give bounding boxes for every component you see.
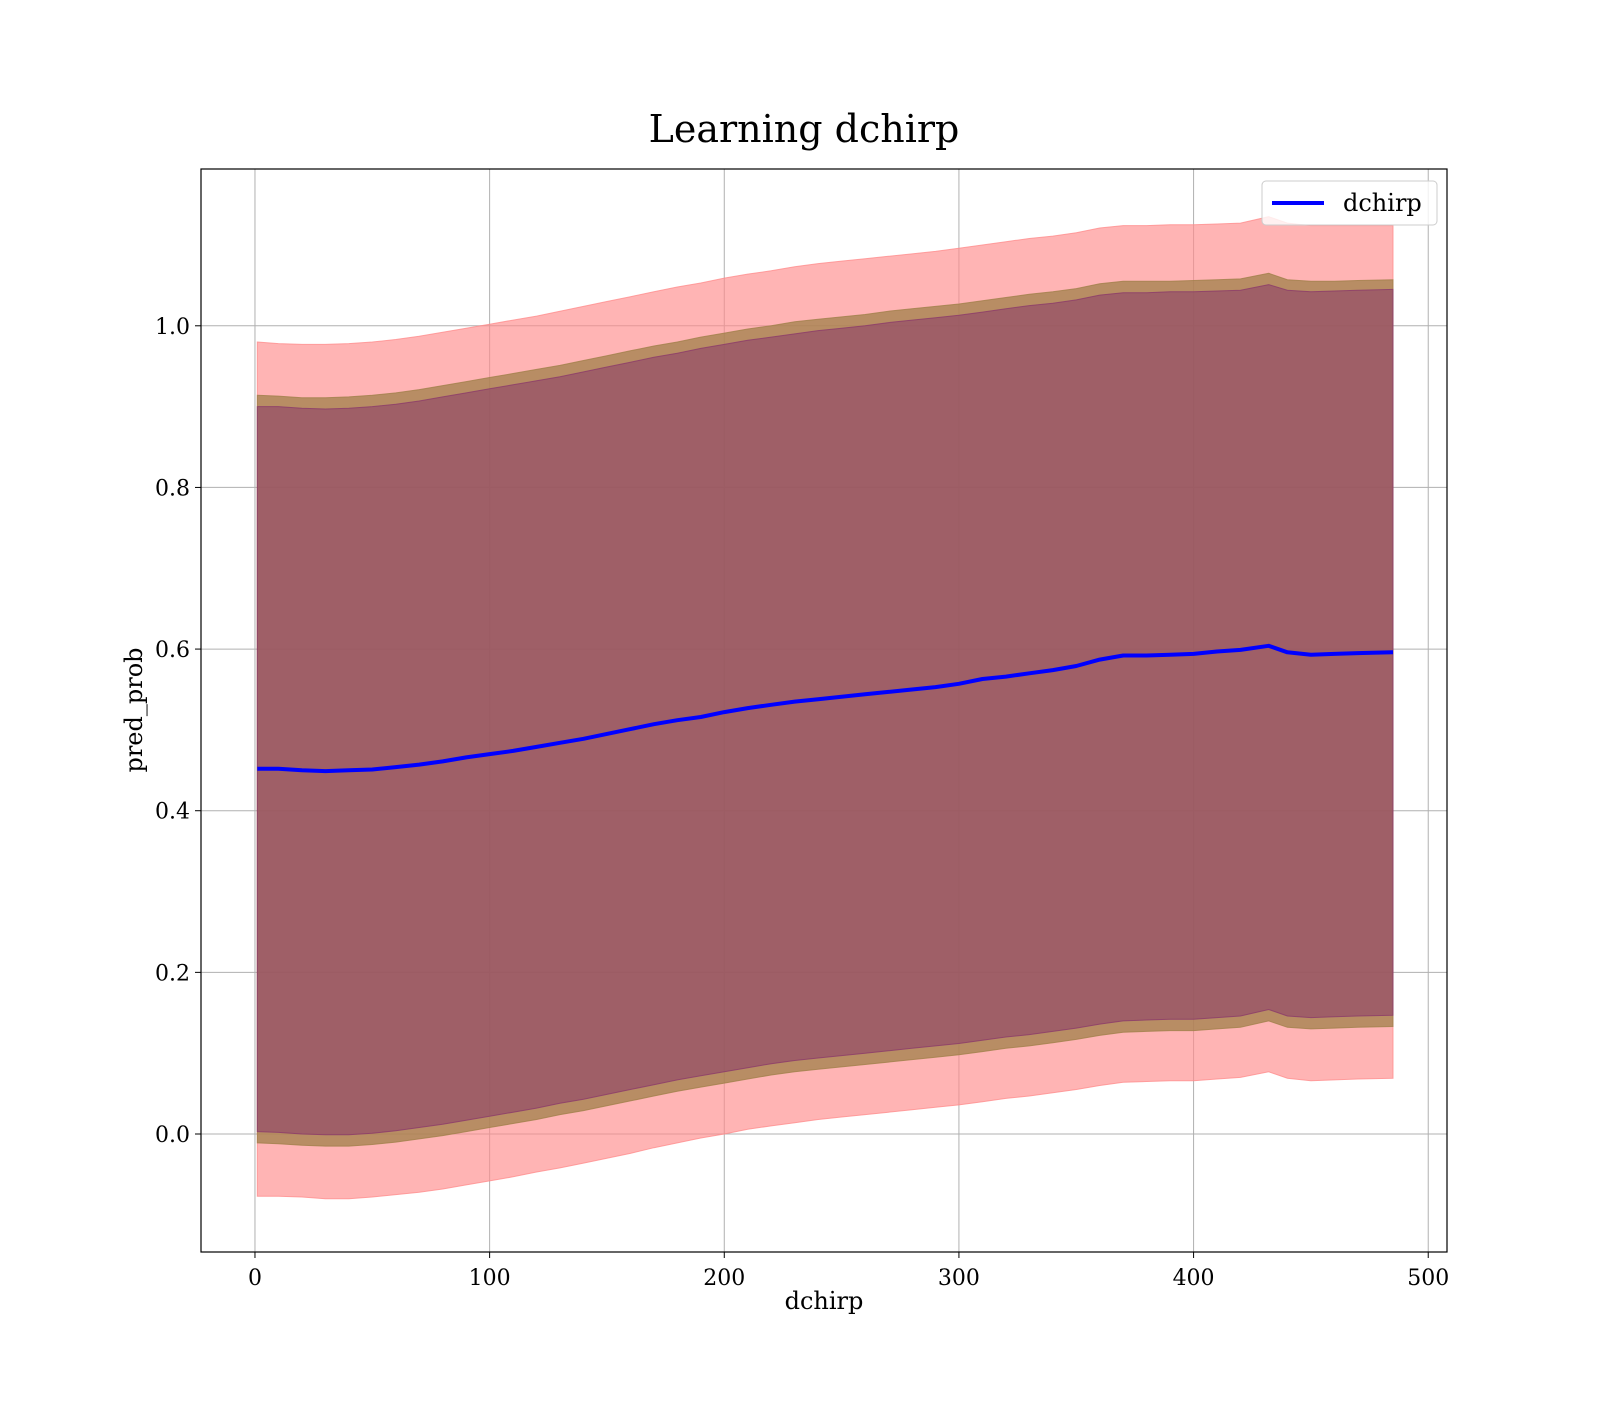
y-tick-label: 0.6	[155, 638, 190, 663]
legend-label: dchirp	[1343, 189, 1422, 217]
y-tick-label: 0.0	[155, 1123, 190, 1148]
x-tick-label: 0	[248, 1266, 262, 1291]
y-tick-label: 1.0	[155, 315, 190, 340]
legend: dchirp	[1261, 180, 1438, 226]
y-tick-label: 0.8	[155, 476, 190, 501]
x-tick-label: 400	[1173, 1266, 1215, 1291]
x-axis-label: dchirp	[785, 1287, 864, 1315]
x-tick-label: 200	[703, 1266, 745, 1291]
x-tick-label: 300	[938, 1266, 980, 1291]
axis-ticks: 0 100 200 300 400 500 0.0 0.2 0.4 0.6 0.8 1.0	[155, 315, 1449, 1291]
x-tick-label: 100	[469, 1266, 511, 1291]
plot-frame	[200, 168, 1448, 1253]
y-tick-label: 0.2	[155, 961, 190, 986]
x-tick-label: 500	[1407, 1266, 1449, 1291]
legend-box	[1261, 180, 1438, 226]
plot-area	[201, 169, 1447, 1252]
band-inner	[256, 284, 1394, 1136]
y-axis-label: pred_prob	[120, 647, 148, 772]
chart-title: Learning dchirp	[649, 107, 960, 151]
series-line-dchirp	[257, 643, 1394, 774]
y-tick-label: 0.4	[155, 800, 190, 825]
